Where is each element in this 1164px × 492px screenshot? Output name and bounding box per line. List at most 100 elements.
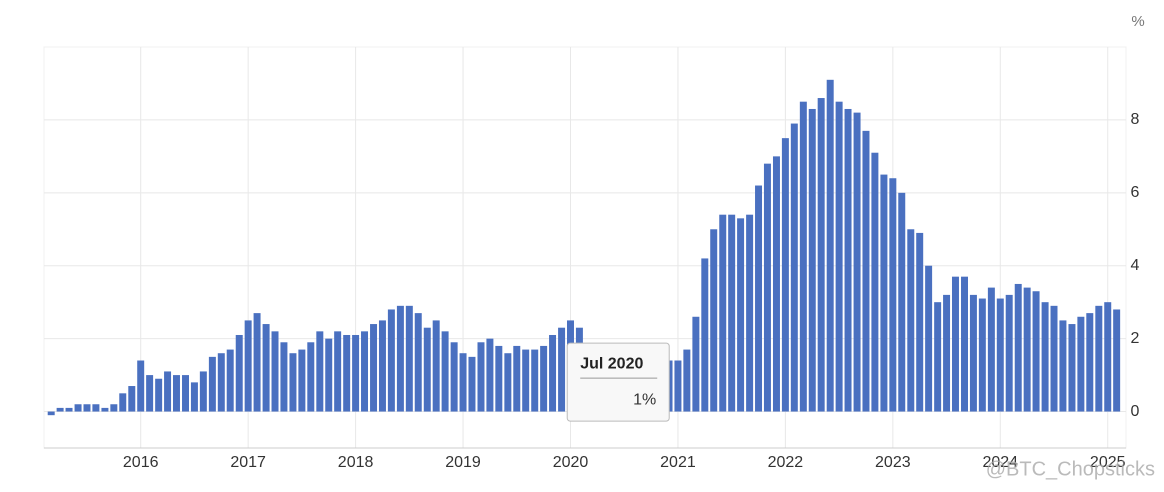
x-tick-label: 2017 bbox=[230, 454, 266, 471]
bar bbox=[1113, 309, 1121, 412]
bar bbox=[925, 265, 933, 412]
y-tick-label: 6 bbox=[1131, 184, 1140, 201]
bar bbox=[889, 178, 897, 412]
y-tick-label: 0 bbox=[1131, 403, 1140, 420]
bar bbox=[235, 334, 243, 412]
bar bbox=[1050, 305, 1058, 412]
bar bbox=[316, 331, 324, 412]
bar bbox=[799, 101, 807, 412]
bar bbox=[477, 342, 485, 412]
x-tick-label: 2024 bbox=[982, 454, 1018, 471]
bar bbox=[540, 345, 548, 412]
bar bbox=[969, 294, 977, 412]
bar bbox=[558, 327, 566, 412]
bar bbox=[65, 407, 73, 412]
bar bbox=[934, 302, 942, 412]
bar bbox=[387, 309, 395, 412]
bar bbox=[781, 138, 789, 412]
bar bbox=[468, 356, 476, 412]
bar bbox=[1059, 320, 1067, 412]
watermark: @BTC_Chopsticks bbox=[986, 458, 1155, 480]
bar bbox=[719, 214, 727, 412]
y-unit: % bbox=[1131, 13, 1144, 30]
bar bbox=[790, 123, 798, 412]
bar bbox=[504, 353, 512, 412]
bar bbox=[298, 349, 306, 412]
bar bbox=[271, 331, 279, 412]
bar bbox=[522, 349, 530, 412]
bar bbox=[47, 411, 55, 416]
bar bbox=[217, 353, 225, 412]
bar bbox=[862, 130, 870, 412]
x-tick-label: 2016 bbox=[123, 454, 159, 471]
bar bbox=[334, 331, 342, 412]
x-tick-label: 2022 bbox=[768, 454, 804, 471]
bar bbox=[1068, 324, 1076, 412]
bar bbox=[459, 353, 467, 412]
bar bbox=[755, 185, 763, 412]
bar bbox=[531, 349, 539, 412]
bar bbox=[432, 320, 440, 412]
bar bbox=[1032, 291, 1040, 412]
bar bbox=[289, 353, 297, 412]
bar bbox=[898, 192, 906, 412]
bar bbox=[56, 407, 64, 412]
bar bbox=[763, 163, 771, 412]
bar bbox=[146, 375, 154, 412]
bar bbox=[343, 334, 351, 412]
bar bbox=[208, 356, 216, 412]
bar bbox=[683, 349, 691, 412]
bar bbox=[280, 342, 288, 412]
bar bbox=[137, 360, 145, 412]
bar bbox=[361, 331, 369, 412]
bar bbox=[1014, 283, 1022, 412]
bar bbox=[710, 229, 718, 412]
bar bbox=[844, 108, 852, 412]
bar bbox=[961, 276, 968, 412]
bar bbox=[262, 324, 270, 412]
bar bbox=[423, 327, 431, 412]
bar bbox=[513, 345, 521, 412]
bar bbox=[155, 378, 163, 412]
x-tick-label: 2018 bbox=[338, 454, 374, 471]
bar bbox=[1095, 305, 1103, 412]
bar bbox=[226, 349, 234, 412]
bar bbox=[1023, 287, 1031, 412]
bar bbox=[987, 287, 995, 412]
x-tick-label: 2021 bbox=[660, 454, 696, 471]
bar bbox=[1086, 313, 1094, 412]
bar bbox=[450, 342, 458, 412]
x-tick-label: 2020 bbox=[553, 454, 589, 471]
x-tick-label: 2025 bbox=[1090, 454, 1126, 471]
bar bbox=[83, 404, 91, 412]
bar bbox=[826, 79, 834, 412]
bar bbox=[1041, 302, 1049, 412]
bar bbox=[817, 98, 825, 412]
bar bbox=[835, 101, 843, 412]
bar bbox=[325, 338, 333, 412]
bar bbox=[244, 320, 252, 412]
bar bbox=[549, 334, 557, 412]
bar bbox=[880, 174, 888, 412]
bar bbox=[396, 305, 404, 412]
x-tick-label: 2019 bbox=[445, 454, 481, 471]
bar bbox=[1077, 316, 1085, 412]
bar bbox=[978, 298, 986, 412]
y-tick-label: 8 bbox=[1131, 111, 1140, 128]
bar bbox=[190, 382, 198, 412]
bar bbox=[352, 334, 360, 412]
bar bbox=[128, 386, 136, 412]
bar bbox=[92, 404, 100, 412]
bar bbox=[307, 342, 315, 412]
bar bbox=[808, 108, 816, 412]
bar bbox=[692, 316, 700, 412]
bar bbox=[996, 298, 1004, 412]
bar bbox=[199, 371, 207, 412]
bar bbox=[441, 331, 449, 412]
bar bbox=[172, 375, 180, 412]
bar bbox=[951, 276, 959, 412]
y-tick-label: 4 bbox=[1131, 257, 1140, 274]
tooltip-title: Jul 2020 bbox=[580, 355, 643, 372]
